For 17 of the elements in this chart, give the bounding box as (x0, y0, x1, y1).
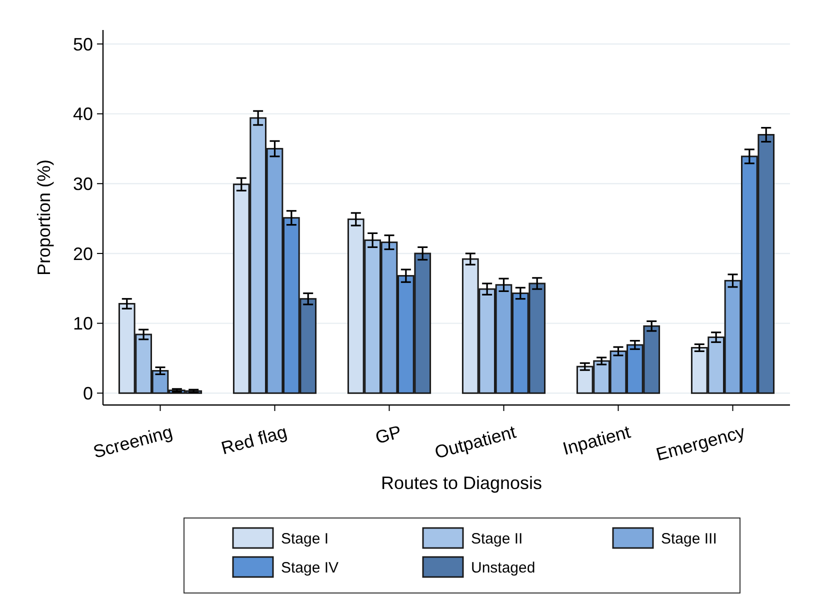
x-axis-title: Routes to Diagnosis (380, 473, 542, 493)
y-tick-label: 30 (72, 174, 93, 194)
legend-label: Stage III (661, 530, 717, 548)
x-tick-label: Screening (91, 422, 175, 462)
y-tick-label: 50 (72, 34, 93, 54)
y-axis-title: Proportion (%) (34, 159, 54, 276)
y-tick-label: 0 (82, 383, 93, 404)
x-tick-label: GP (373, 422, 404, 448)
y-tick-label: 20 (72, 244, 93, 264)
y-tick-label: 40 (72, 104, 93, 124)
legend-label: Unstaged (471, 559, 536, 576)
x-tick-label: Inpatient (560, 422, 633, 459)
legend-label: Stage II (471, 530, 523, 548)
legend-label: Stage I (281, 530, 329, 548)
x-tick-label: Red flag (219, 422, 290, 458)
legend-label: Stage IV (281, 559, 339, 576)
y-tick-label: 10 (72, 314, 93, 334)
